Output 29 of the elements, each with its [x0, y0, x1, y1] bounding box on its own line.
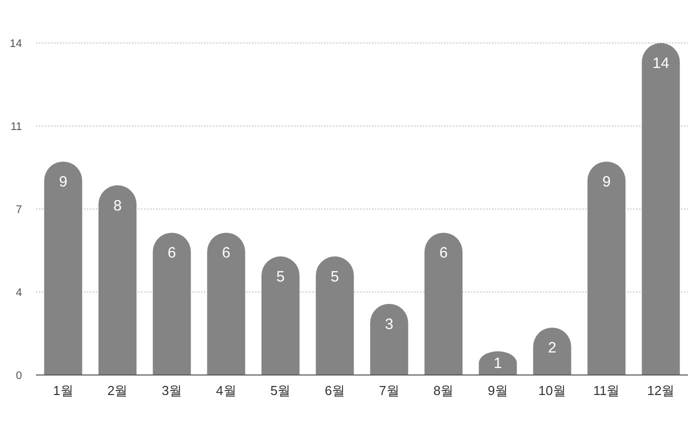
x-tick-label: 8월: [433, 383, 454, 398]
y-tick-label: 7: [16, 204, 22, 216]
x-tick-label: 12월: [647, 383, 675, 398]
x-tick-label: 5월: [270, 383, 291, 398]
x-tick-label: 7월: [379, 383, 400, 398]
data-label: 5: [330, 268, 339, 286]
x-tick-label: 9월: [488, 383, 508, 398]
y-tick-label: 0: [16, 370, 22, 382]
data-label: 6: [222, 244, 230, 262]
data-label: 8: [113, 197, 122, 214]
data-label: 14: [652, 55, 670, 72]
x-tick-label: 10월: [538, 383, 566, 398]
x-tick-label: 6월: [324, 383, 345, 398]
y-tick-label: 4: [16, 287, 22, 299]
x-tick-label: 11월: [593, 383, 620, 398]
data-label: 5: [276, 268, 285, 286]
x-tick-label: 1월: [53, 383, 74, 398]
data-label: 6: [439, 244, 448, 262]
data-label: 9: [602, 174, 611, 191]
data-label: 6: [168, 244, 176, 262]
x-tick-label: 3월: [162, 383, 182, 398]
data-label: 2: [548, 340, 556, 357]
data-label: 1: [494, 355, 502, 372]
x-tick-label: 2월: [107, 383, 128, 398]
y-tick-label: 14: [10, 38, 22, 50]
x-tick-label: 4월: [216, 383, 236, 398]
y-tick-label: 11: [10, 121, 22, 133]
data-label: 9: [59, 174, 68, 191]
data-label: 3: [385, 316, 394, 333]
